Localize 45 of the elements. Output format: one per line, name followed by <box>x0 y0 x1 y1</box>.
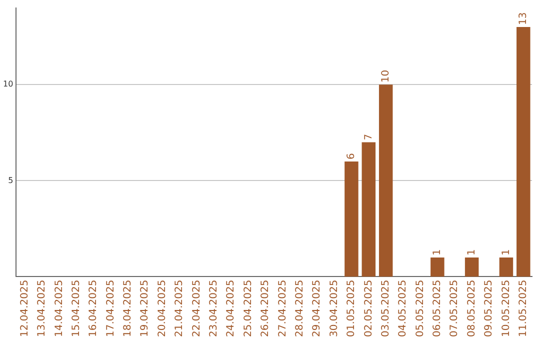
x-tick-label: 27.04.2025 <box>277 280 288 338</box>
data-label: 1 <box>500 249 512 256</box>
x-tick-label: 25.04.2025 <box>242 280 254 338</box>
x-tick-label: 17.04.2025 <box>105 280 116 338</box>
x-tick-label: 12.04.2025 <box>19 280 30 338</box>
data-label: 1 <box>432 249 444 256</box>
x-tick-label: 24.04.2025 <box>226 280 237 338</box>
x-tick-label: 06.05.2025 <box>432 280 444 338</box>
x-tick-label: 20.04.2025 <box>156 280 168 338</box>
x-tick-label: 10.05.2025 <box>500 280 512 338</box>
bar <box>430 258 444 277</box>
x-tick-label: 19.04.2025 <box>140 280 151 338</box>
x-tick-label: 23.04.2025 <box>208 280 220 338</box>
x-tick-label: 01.05.2025 <box>346 280 358 338</box>
bar <box>344 161 358 277</box>
data-label: 1 <box>466 249 478 256</box>
x-tick-label: 21.04.2025 <box>174 280 186 338</box>
x-tick-label: 30.04.2025 <box>328 280 340 338</box>
x-tick-label: 29.04.2025 <box>312 280 323 338</box>
bar <box>499 258 514 277</box>
x-tick-label: 16.04.2025 <box>88 280 100 338</box>
x-tick-label: 13.04.2025 <box>36 280 48 338</box>
y-tick-label: 5 <box>8 176 14 185</box>
x-tick-label: 02.05.2025 <box>363 280 374 338</box>
bar <box>378 84 393 277</box>
x-tick-label: 26.04.2025 <box>260 280 272 338</box>
x-tick-label: 15.04.2025 <box>70 280 82 338</box>
x-tick-label: 04.05.2025 <box>398 280 409 338</box>
x-tick-label: 03.05.2025 <box>380 280 392 338</box>
x-tick-label: 22.04.2025 <box>191 280 202 338</box>
x-tick-label: 08.05.2025 <box>466 280 478 338</box>
x-tick-label: 14.04.2025 <box>54 280 65 338</box>
data-label: 6 <box>346 153 358 160</box>
x-tick-label: 09.05.2025 <box>484 280 495 338</box>
x-tick-label: 28.04.2025 <box>294 280 306 338</box>
data-label: 13 <box>518 12 529 26</box>
data-label: 10 <box>380 70 392 83</box>
data-label: 7 <box>363 134 374 140</box>
x-tick-label: 05.05.2025 <box>414 280 426 338</box>
bar <box>464 258 479 277</box>
x-tick-label: 18.04.2025 <box>122 280 134 338</box>
x-tick-label: 11.05.2025 <box>518 280 529 338</box>
x-tick-label: 07.05.2025 <box>449 280 460 338</box>
bar <box>516 27 530 277</box>
bar <box>362 142 376 277</box>
